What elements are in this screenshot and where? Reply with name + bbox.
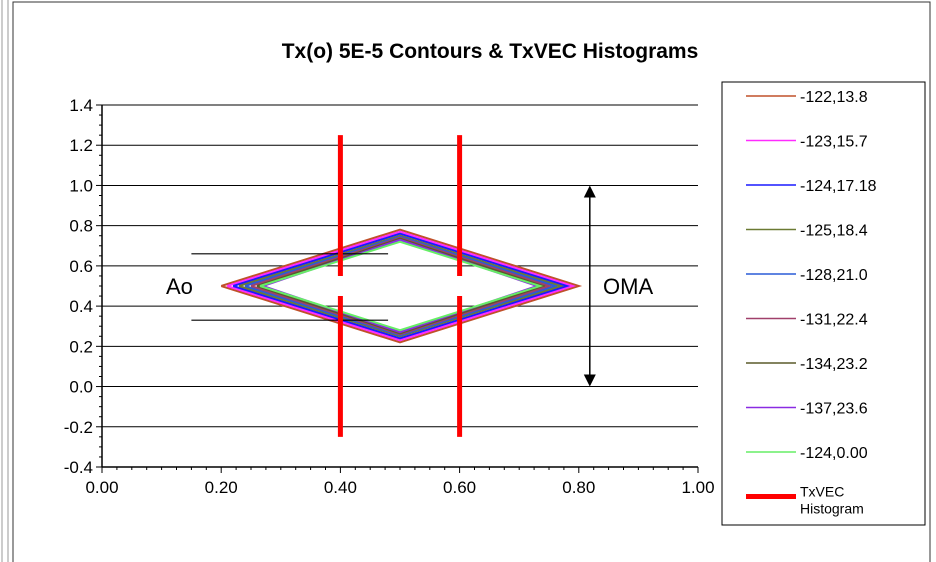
y-tick-label: 1.2 — [69, 136, 93, 155]
y-tick-label: 0.6 — [69, 257, 93, 276]
legend-entry: -137,23.6 — [746, 401, 868, 418]
y-tick-label: -0.2 — [64, 418, 93, 437]
contour-series-line — [244, 235, 559, 337]
legend-entry: -124,17.18 — [746, 178, 877, 195]
x-tick-label: 0.40 — [324, 478, 357, 497]
legend-label: -123,15.7 — [800, 134, 868, 151]
legend-label: TxVEC — [800, 484, 844, 500]
y-tick-label: 0.2 — [69, 337, 93, 356]
legend-label: -124,17.18 — [800, 178, 877, 195]
contour-series-line — [259, 240, 544, 332]
oma-arrow-head-up — [583, 185, 596, 198]
legend-entry: -122,13.8 — [746, 89, 868, 106]
legend-entry: -131,22.4 — [746, 312, 868, 329]
x-tick-label: 1.00 — [681, 478, 714, 497]
ao-label: Ao — [166, 274, 193, 299]
legend-label: -122,13.8 — [800, 89, 868, 106]
legend-box — [721, 81, 926, 526]
y-tick-label: -0.4 — [64, 458, 93, 477]
y-tick-label: 0.0 — [69, 378, 93, 397]
oma-label: OMA — [603, 274, 653, 299]
x-tick-label: 0.00 — [85, 478, 118, 497]
x-tick-label: 0.80 — [562, 478, 595, 497]
legend-label: Histogram — [800, 501, 864, 517]
legend-label: -134,23.2 — [800, 356, 868, 373]
legend-label: -125,18.4 — [800, 223, 868, 240]
chart-title: Tx(o) 5E-5 Contours & TxVEC Histograms — [282, 40, 699, 63]
legend-label: -128,21.0 — [800, 267, 868, 284]
legend-entry: -125,18.4 — [746, 223, 868, 240]
legend-entry: -134,23.2 — [746, 356, 868, 373]
legend-entry: -124,0.00 — [746, 445, 868, 462]
x-tick-label: 0.60 — [443, 478, 476, 497]
legend-label: -131,22.4 — [800, 312, 868, 329]
oma-arrow-head-down — [583, 374, 596, 387]
y-tick-label: 0.4 — [69, 297, 93, 316]
legend-entry: -123,15.7 — [746, 134, 868, 151]
legend: -122,13.8 -123,15.7 -124,17.18 -125,18.4 -12… — [721, 81, 926, 526]
legend-entry: -128,21.0 — [746, 267, 868, 284]
y-tick-label: 0.8 — [69, 217, 93, 236]
legend-label: -124,0.00 — [800, 445, 868, 462]
y-tick-label: 1.0 — [69, 176, 93, 195]
y-tick-label: 1.4 — [69, 96, 93, 115]
x-tick-label: 0.20 — [205, 478, 238, 497]
contour-series-line — [232, 232, 571, 340]
contour-series-line — [238, 234, 565, 338]
plot-area: 1.4 1.2 1.0 0.8 0.6 0.4 0.2 0.0 -0.2 -0.40.00 0.20… — [64, 96, 715, 497]
legend-label: -137,23.6 — [800, 401, 868, 418]
